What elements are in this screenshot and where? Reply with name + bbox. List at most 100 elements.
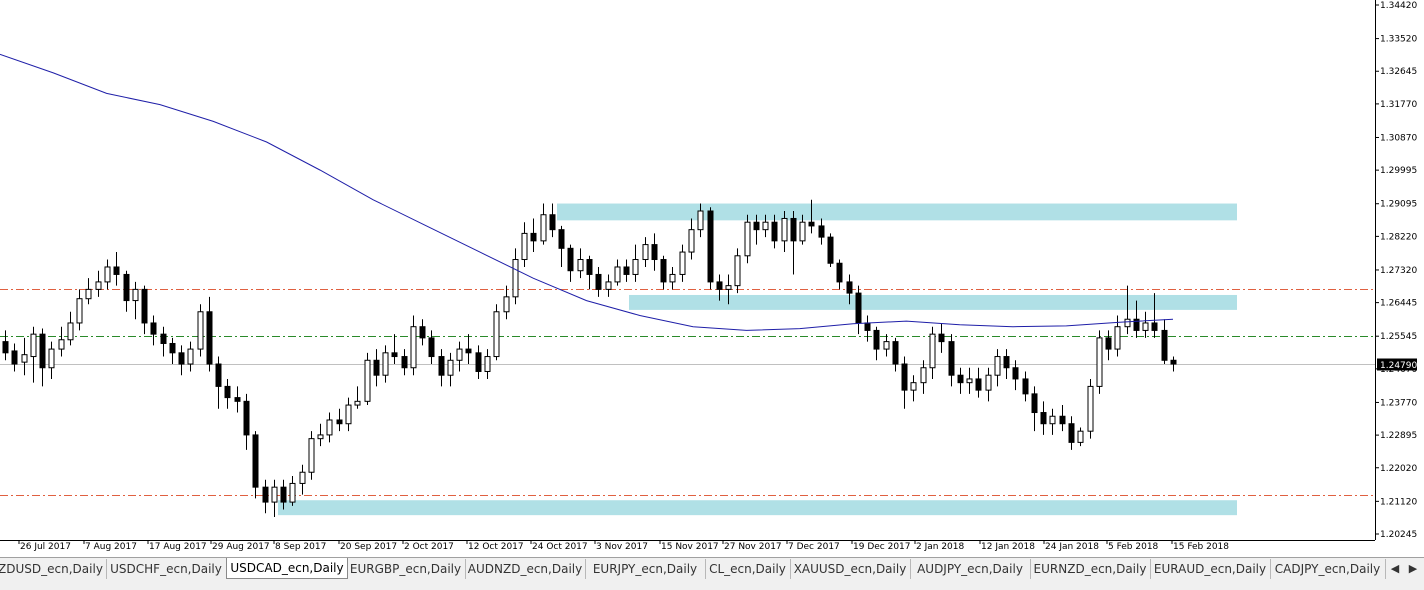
price-tick-label: 1.26445 (1380, 299, 1417, 309)
bearish-candle (901, 363, 908, 391)
symbol-tab[interactable]: NZDUSD_ecn,Daily (0, 559, 107, 579)
symbol-tab[interactable]: EURJPY_ecn,Daily (585, 559, 706, 579)
bearish-candle (336, 419, 343, 425)
bearish-candle (150, 322, 157, 335)
bullish-candle (30, 333, 37, 358)
symbol-tab[interactable]: EURNZD_ecn,Daily (1030, 559, 1151, 579)
bearish-candle (846, 281, 853, 294)
bullish-candle (317, 434, 324, 440)
bearish-candle (1059, 415, 1066, 425)
symbol-tab[interactable]: EURGBP_ecn,Daily (346, 559, 466, 579)
bullish-candle (540, 214, 547, 242)
bearish-candle (438, 356, 445, 376)
bullish-candle (104, 266, 111, 283)
symbol-tab[interactable]: CADJPY_ecn,Daily (1270, 559, 1386, 579)
bullish-candle (679, 251, 686, 275)
price-chart[interactable]: 1.34420 1.33520 1.32645 1.31770 1.30870 1.299… (0, 0, 1424, 556)
chart-area[interactable]: 1.34420 1.33520 1.32645 1.31770 1.30870 1.299… (0, 0, 1424, 556)
bearish-candle (753, 221, 760, 231)
price-tick-label: 1.33520 (1380, 35, 1417, 45)
bullish-candle (21, 354, 28, 363)
bearish-candle (465, 348, 472, 354)
triangle-left-icon: ◀ (1390, 562, 1400, 575)
price-tick-label: 1.20245 (1380, 530, 1417, 540)
bearish-candle (1170, 359, 1177, 365)
bullish-candle (456, 348, 463, 361)
date-tick-label: 24 Jan 2018 (1045, 542, 1099, 552)
bullish-candle (197, 311, 204, 350)
bullish-candle (985, 374, 992, 391)
bearish-candle (864, 322, 871, 331)
bearish-candle (808, 221, 815, 227)
bearish-candle (141, 288, 148, 324)
bearish-candle (475, 352, 482, 372)
bearish-candle (818, 225, 825, 238)
bullish-candle (1124, 318, 1131, 328)
bullish-candle (781, 217, 788, 242)
date-tick-label: 15 Nov 2017 (661, 542, 719, 552)
bearish-candle (11, 350, 18, 365)
bearish-candle (243, 400, 250, 436)
price-tick-label: 1.22895 (1380, 431, 1417, 441)
bullish-candle (1114, 326, 1121, 350)
bullish-candle (493, 311, 500, 358)
bearish-candle (836, 262, 843, 283)
date-tick-label: 3 Nov 2017 (596, 542, 648, 552)
bullish-candle (132, 288, 139, 302)
bearish-candle (707, 210, 714, 283)
bearish-candle (428, 337, 435, 358)
symbol-tab[interactable]: USDCAD_ecn,Daily (226, 558, 348, 579)
symbol-tab[interactable]: XAUUSD_ecn,Daily (790, 559, 911, 579)
bearish-candle (224, 385, 231, 399)
bearish-candle (1068, 423, 1075, 443)
price-tick-label: 1.32645 (1380, 67, 1417, 77)
bullish-candle (410, 326, 417, 369)
bearish-candle (252, 434, 259, 488)
bearish-candle (771, 221, 778, 242)
bullish-candle (910, 382, 917, 391)
symbol-tab[interactable]: USDCHF_ecn,Daily (106, 559, 227, 579)
bearish-candle (948, 341, 955, 376)
bearish-candle (123, 273, 130, 302)
bearish-candle (215, 363, 222, 387)
bullish-candle (1077, 430, 1084, 443)
symbol-tab[interactable]: CL_ecn,Daily (705, 559, 791, 579)
bearish-candle (1151, 322, 1158, 331)
bullish-candle (883, 341, 890, 350)
bearish-candle (957, 374, 964, 384)
date-tick-label: 2 Jan 2018 (916, 542, 964, 552)
price-tick-label: 1.25545 (1380, 332, 1417, 342)
price-tick-label: 1.23770 (1380, 398, 1417, 408)
bearish-candle (938, 333, 945, 343)
bearish-candle (567, 247, 574, 272)
bullish-candle (994, 356, 1001, 376)
bearish-candle (113, 266, 120, 275)
bearish-candle (716, 281, 723, 290)
scroll-right-button[interactable]: ▶ (1404, 559, 1422, 579)
scroll-left-button[interactable]: ◀ (1386, 559, 1404, 579)
bullish-candle (1096, 337, 1103, 387)
current-price-label-box (1377, 358, 1417, 371)
date-tick-label: 19 Dec 2017 (853, 542, 911, 552)
bearish-candle (790, 217, 797, 242)
symbol-tab[interactable]: AUDJPY_ecn,Daily (910, 559, 1031, 579)
bullish-candle (614, 266, 621, 283)
date-tick-label: 8 Sep 2017 (275, 542, 326, 552)
bullish-candle (799, 221, 806, 242)
symbol-tab[interactable]: EURAUD_ecn,Daily (1150, 559, 1271, 579)
symbol-tab[interactable]: AUDNZD_ecn,Daily (465, 559, 586, 579)
bullish-candle (364, 359, 371, 402)
date-tick-label: 15 Feb 2018 (1173, 542, 1229, 552)
bearish-candle (234, 397, 241, 402)
bearish-candle (558, 229, 565, 249)
bullish-candle (697, 210, 704, 231)
price-tick-label: 1.27320 (1380, 266, 1417, 276)
bearish-candle (169, 342, 176, 354)
bearish-candle (2, 341, 9, 354)
price-tick-label: 1.29095 (1380, 200, 1417, 210)
bearish-candle (280, 486, 287, 503)
date-tick-label: 20 Sep 2017 (340, 542, 397, 552)
price-tick-label: 1.21120 (1380, 497, 1417, 507)
bearish-candle (623, 266, 630, 275)
bullish-candle (289, 482, 296, 503)
